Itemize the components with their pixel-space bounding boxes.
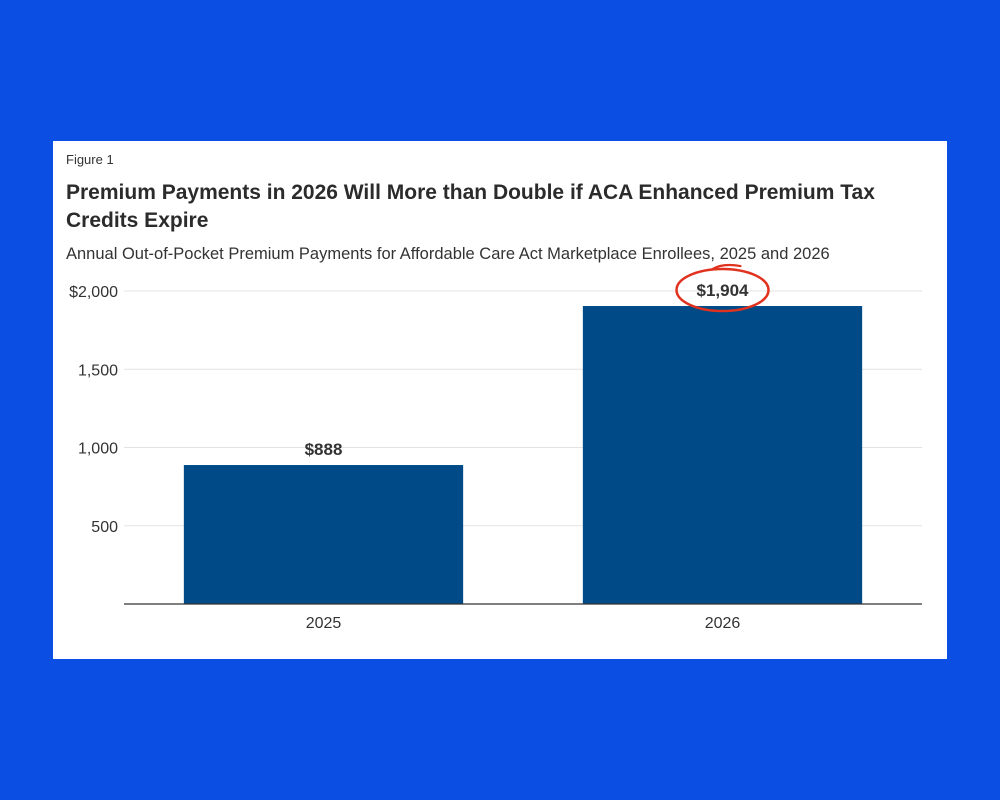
- data-label-2025: $888: [305, 440, 343, 459]
- bars: [183, 306, 863, 604]
- y-tick-label: $2,000: [69, 284, 118, 301]
- figure-label: Figure 1: [66, 152, 114, 167]
- bar-chart: 500 1,000 1,500 $2,000 $888 $1,904 2025 2026: [69, 263, 922, 632]
- data-labels: $888 $1,904: [305, 281, 749, 459]
- y-axis-ticks: 500 1,000 1,500 $2,000: [69, 284, 118, 536]
- x-tick-label-2025: 2025: [306, 615, 342, 632]
- highlight-circle: [675, 267, 770, 313]
- data-label-2026: $1,904: [697, 281, 750, 300]
- bar-2025: [183, 465, 464, 604]
- y-tick-label: 500: [91, 519, 118, 536]
- x-tick-label-2026: 2026: [705, 615, 741, 632]
- highlight-circle-tail: [711, 263, 742, 271]
- y-tick-label: 1,000: [78, 441, 118, 458]
- y-tick-label: 1,500: [78, 362, 118, 379]
- chart-title: Premium Payments in 2026 Will More than …: [66, 181, 875, 232]
- chart-card: Figure 1 Premium Payments in 2026 Will M…: [53, 141, 947, 659]
- x-axis-ticks: 2025 2026: [306, 615, 741, 632]
- annotation-layer: [675, 263, 770, 313]
- chart-subtitle: Annual Out-of-Pocket Premium Payments fo…: [66, 245, 830, 263]
- bar-2026: [582, 306, 863, 604]
